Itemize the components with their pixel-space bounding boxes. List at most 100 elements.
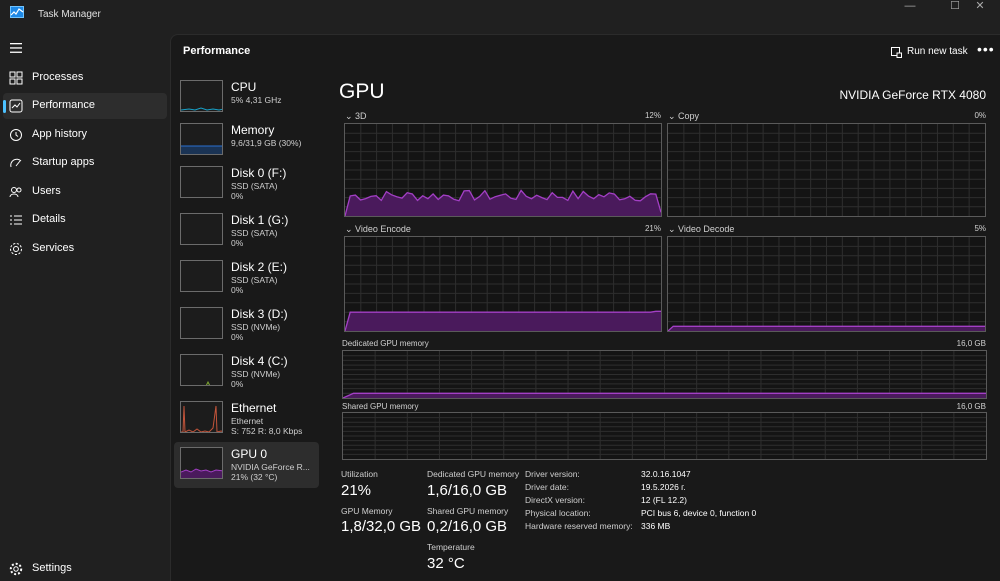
dedicated-memory-stat-label: Dedicated GPU memory xyxy=(427,469,520,479)
device-detail-2: S: 752 R: 8,0 Kbps xyxy=(231,426,303,436)
task-manager-icon xyxy=(10,6,24,18)
app-history-icon xyxy=(10,129,22,141)
dedicated-memory-stat-value: 1,6/16,0 GB xyxy=(427,482,508,499)
run-new-task-label: Run new task xyxy=(907,46,968,57)
nav-item-services[interactable]: Services xyxy=(3,236,167,262)
directx-version-label: DirectX version: xyxy=(525,495,585,505)
nav-item-startup-apps[interactable]: Startup apps xyxy=(3,150,167,176)
title-bar: Task Manager — ☐ ✕ xyxy=(0,0,1000,34)
device-detail: Ethernet xyxy=(231,416,264,426)
nav-item-app-history[interactable]: App history xyxy=(3,122,167,148)
device-detail: SSD (NVMe) xyxy=(231,369,281,379)
usage-area xyxy=(345,311,661,331)
usage-area xyxy=(343,393,986,398)
services-icon xyxy=(10,243,22,255)
gpu-title: GPU xyxy=(339,80,385,103)
close-button[interactable]: ✕ xyxy=(975,0,985,12)
nav-label: Services xyxy=(32,242,75,254)
device-name: Disk 3 (D:) xyxy=(231,307,288,321)
graph-dedicated-memory xyxy=(342,350,987,399)
maximize-button[interactable]: ☐ xyxy=(950,0,960,12)
nav-item-users[interactable]: Users xyxy=(3,179,167,205)
device-disk-3[interactable]: Disk 3 (D:) SSD (NVMe) 0% xyxy=(174,302,319,348)
device-detail: SSD (SATA) xyxy=(231,228,278,238)
g3d-svg xyxy=(345,124,661,216)
device-detail-2: 0% xyxy=(231,191,244,201)
device-disk-4[interactable]: Disk 4 (C:) SSD (NVMe) 0% xyxy=(174,349,319,395)
gcopy-svg xyxy=(668,124,985,216)
temperature-label: Temperature xyxy=(427,542,475,552)
app-title: Task Manager xyxy=(38,9,101,20)
disk-thumbnail xyxy=(180,166,223,198)
memory-thumbnail xyxy=(180,123,223,155)
driver-version-label: Driver version: xyxy=(525,469,580,479)
gear-icon xyxy=(9,562,23,576)
graph-copy xyxy=(667,123,986,217)
nav-item-details[interactable]: Details xyxy=(3,207,167,233)
active-indicator xyxy=(3,100,6,113)
disk-thumbnail xyxy=(180,260,223,292)
engine-value-video-decode: 5% xyxy=(974,224,986,233)
device-name: GPU 0 xyxy=(231,447,268,461)
physical-location-label: Physical location: xyxy=(525,508,591,518)
usage-line xyxy=(345,189,661,216)
usage-area xyxy=(668,326,985,331)
device-disk-0[interactable]: Disk 0 (F:) SSD (SATA) 0% xyxy=(174,161,319,207)
temperature-value: 32 °C xyxy=(427,555,465,572)
engine-dropdown-video-decode[interactable]: ⌄ Video Decode xyxy=(668,224,735,234)
nav-item-settings[interactable]: Settings xyxy=(3,556,167,581)
device-disk-1[interactable]: Disk 1 (G:) SSD (SATA) 0% xyxy=(174,208,319,254)
graph-video-encode xyxy=(344,236,662,332)
nav-item-performance[interactable]: Performance xyxy=(3,93,167,119)
device-name: CPU xyxy=(231,80,257,94)
device-ethernet[interactable]: Ethernet Ethernet S: 752 R: 8,0 Kbps xyxy=(174,396,319,442)
shared-memory-label: Shared GPU memory xyxy=(342,402,419,411)
device-detail: SSD (SATA) xyxy=(231,181,278,191)
engine-dropdown-video-encode[interactable]: ⌄ Video Encode xyxy=(345,224,411,234)
device-gpu-0[interactable]: GPU 0 NVIDIA GeForce R... 21% (32 °C) xyxy=(174,442,319,488)
device-detail: NVIDIA GeForce R... xyxy=(231,462,310,472)
disk-thumbnail xyxy=(180,213,223,245)
usage-line xyxy=(345,310,661,331)
reserved-memory-label: Hardware reserved memory: xyxy=(525,521,633,531)
device-disk-2[interactable]: Disk 2 (E:) SSD (SATA) 0% xyxy=(174,255,319,301)
gpu-thumbnail xyxy=(180,447,223,479)
device-detail-2: 0% xyxy=(231,379,244,389)
utilization-value: 21% xyxy=(341,482,372,499)
nav-label: Startup apps xyxy=(32,156,95,168)
device-memory[interactable]: Memory 9,6/31,9 GB (30%) xyxy=(174,118,319,164)
device-detail: SSD (NVMe) xyxy=(231,322,281,332)
driver-date-label: Driver date: xyxy=(525,482,569,492)
engine-dropdown-copy[interactable]: ⌄ Copy xyxy=(668,111,700,121)
engine-value-3d: 12% xyxy=(644,111,661,120)
gdec-svg xyxy=(668,237,985,331)
minimize-button[interactable]: — xyxy=(904,0,916,12)
cpu-thumbnail xyxy=(180,80,223,112)
engine-label-video-encode: Video Encode xyxy=(355,224,411,234)
dedicated-memory-max: 16,0 GB xyxy=(956,339,986,348)
driver-version-value: 32.0.16.1047 xyxy=(641,469,691,479)
device-detail-2: 0% xyxy=(231,238,244,248)
shared-memory-stat-value: 0,2/16,0 GB xyxy=(427,518,508,535)
engine-dropdown-3d[interactable]: ⌄ 3D xyxy=(345,111,367,121)
gded-svg xyxy=(343,351,986,398)
nav-label: Performance xyxy=(32,99,95,111)
shared-memory-max: 16,0 GB xyxy=(956,402,986,411)
engine-label-video-decode: Video Decode xyxy=(678,224,735,234)
device-name: Disk 2 (E:) xyxy=(231,260,288,274)
device-name: Disk 0 (F:) xyxy=(231,166,287,180)
nav-label: Processes xyxy=(32,71,84,83)
device-cpu[interactable]: CPU 5% 4,31 GHz xyxy=(174,75,319,121)
directx-version-value: 12 (FL 12.2) xyxy=(641,495,687,505)
nav-item-processes[interactable]: Processes xyxy=(3,65,167,91)
main-content: Performance Run new task ••• CPU 5% 4,31… xyxy=(170,34,1000,581)
users-icon xyxy=(9,187,22,198)
engine-value-video-encode: 21% xyxy=(644,224,661,233)
hamburger-menu-icon[interactable] xyxy=(10,43,22,53)
nav-label: Details xyxy=(32,213,66,225)
engine-label-copy: Copy xyxy=(678,111,700,121)
device-detail: SSD (SATA) xyxy=(231,275,278,285)
disk-thumbnail xyxy=(180,307,223,339)
more-options-button[interactable]: ••• xyxy=(977,41,995,57)
ethernet-thumbnail xyxy=(180,401,223,433)
